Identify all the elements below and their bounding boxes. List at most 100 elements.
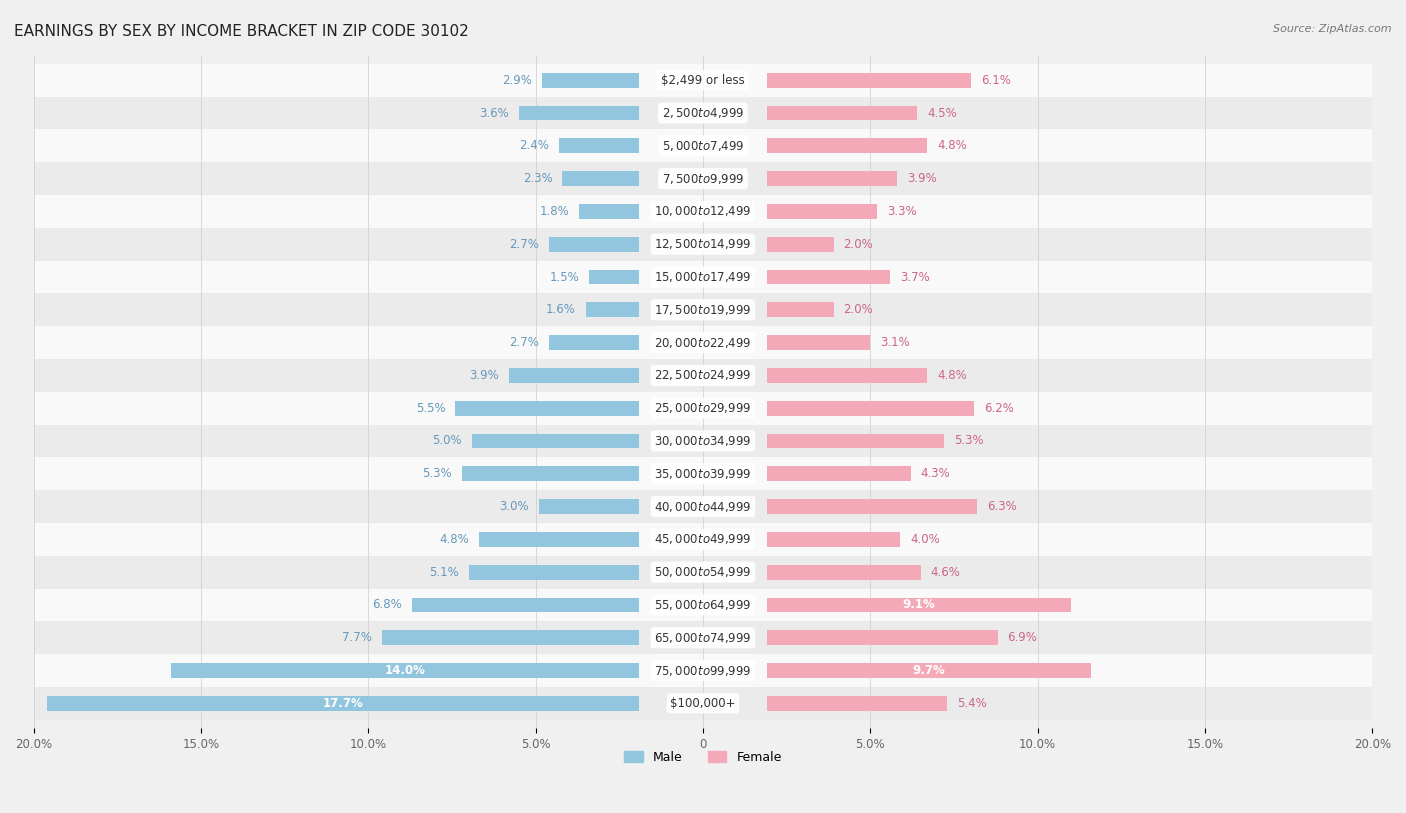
Text: 4.8%: 4.8% <box>439 533 468 546</box>
Bar <box>34 392 1372 424</box>
Text: $75,000 to $99,999: $75,000 to $99,999 <box>654 663 752 677</box>
Text: $20,000 to $22,499: $20,000 to $22,499 <box>654 336 752 350</box>
Bar <box>766 598 1071 612</box>
Bar <box>468 565 640 580</box>
Text: 3.7%: 3.7% <box>900 271 931 284</box>
Text: 6.8%: 6.8% <box>373 598 402 611</box>
Text: $5,000 to $7,499: $5,000 to $7,499 <box>662 139 744 153</box>
Text: $40,000 to $44,999: $40,000 to $44,999 <box>654 499 752 514</box>
Bar <box>766 172 897 186</box>
Text: 4.6%: 4.6% <box>931 566 960 579</box>
Bar <box>34 261 1372 293</box>
Bar <box>766 696 948 711</box>
Bar <box>519 106 640 120</box>
Text: $65,000 to $74,999: $65,000 to $74,999 <box>654 631 752 645</box>
Bar <box>34 621 1372 654</box>
Text: 6.2%: 6.2% <box>984 402 1014 415</box>
Text: 2.0%: 2.0% <box>844 303 873 316</box>
Text: $7,500 to $9,999: $7,500 to $9,999 <box>662 172 744 185</box>
Text: 1.5%: 1.5% <box>550 271 579 284</box>
Text: $100,000+: $100,000+ <box>671 697 735 710</box>
Bar <box>766 138 928 153</box>
Bar <box>34 490 1372 523</box>
Text: 5.1%: 5.1% <box>429 566 458 579</box>
Text: $15,000 to $17,499: $15,000 to $17,499 <box>654 270 752 284</box>
Text: $35,000 to $39,999: $35,000 to $39,999 <box>654 467 752 480</box>
Bar <box>766 204 877 219</box>
Text: 9.1%: 9.1% <box>903 598 935 611</box>
Bar <box>560 138 640 153</box>
Bar <box>170 663 640 678</box>
Text: 4.8%: 4.8% <box>938 369 967 382</box>
Bar <box>766 499 977 514</box>
Text: 2.0%: 2.0% <box>844 237 873 250</box>
Bar <box>509 368 640 383</box>
Bar <box>579 204 640 219</box>
Text: 6.9%: 6.9% <box>1008 631 1038 644</box>
Bar <box>548 237 640 251</box>
Legend: Male, Female: Male, Female <box>619 746 787 769</box>
Text: 5.3%: 5.3% <box>955 434 984 447</box>
Text: 14.0%: 14.0% <box>385 664 426 677</box>
Text: 3.0%: 3.0% <box>499 500 529 513</box>
Bar <box>34 326 1372 359</box>
Bar <box>766 270 890 285</box>
Text: $45,000 to $49,999: $45,000 to $49,999 <box>654 533 752 546</box>
Bar <box>589 270 640 285</box>
Bar <box>766 565 921 580</box>
Text: 1.6%: 1.6% <box>546 303 576 316</box>
Bar <box>34 64 1372 97</box>
Bar <box>46 696 640 711</box>
Text: 7.7%: 7.7% <box>342 631 371 644</box>
Bar <box>543 73 640 88</box>
Bar <box>412 598 640 612</box>
Text: 2.7%: 2.7% <box>509 237 538 250</box>
Text: 2.4%: 2.4% <box>519 139 548 152</box>
Text: 5.0%: 5.0% <box>433 434 463 447</box>
Text: 2.7%: 2.7% <box>509 336 538 349</box>
Text: 4.8%: 4.8% <box>938 139 967 152</box>
Bar <box>463 467 640 481</box>
Bar <box>548 335 640 350</box>
Bar <box>766 368 928 383</box>
Text: 4.0%: 4.0% <box>911 533 941 546</box>
Text: $2,500 to $4,999: $2,500 to $4,999 <box>662 106 744 120</box>
Bar <box>766 335 870 350</box>
Bar <box>34 97 1372 129</box>
Bar <box>34 424 1372 458</box>
Bar <box>766 106 917 120</box>
Bar <box>766 433 943 448</box>
Bar <box>766 73 970 88</box>
Text: $22,500 to $24,999: $22,500 to $24,999 <box>654 368 752 382</box>
Text: 1.8%: 1.8% <box>540 205 569 218</box>
Text: $17,500 to $19,999: $17,500 to $19,999 <box>654 302 752 317</box>
Text: 6.3%: 6.3% <box>987 500 1018 513</box>
Text: 9.7%: 9.7% <box>912 664 945 677</box>
Text: 5.5%: 5.5% <box>416 402 446 415</box>
Text: $50,000 to $54,999: $50,000 to $54,999 <box>654 565 752 579</box>
Text: 5.4%: 5.4% <box>957 697 987 710</box>
Bar <box>586 302 640 317</box>
Text: $25,000 to $29,999: $25,000 to $29,999 <box>654 401 752 415</box>
Bar <box>34 195 1372 228</box>
Bar <box>766 630 997 645</box>
Text: 5.3%: 5.3% <box>422 467 451 480</box>
Text: EARNINGS BY SEX BY INCOME BRACKET IN ZIP CODE 30102: EARNINGS BY SEX BY INCOME BRACKET IN ZIP… <box>14 24 468 39</box>
Text: 3.6%: 3.6% <box>479 107 509 120</box>
Text: 3.1%: 3.1% <box>880 336 910 349</box>
Text: 3.9%: 3.9% <box>470 369 499 382</box>
Bar <box>34 293 1372 326</box>
Text: 6.1%: 6.1% <box>981 74 1011 87</box>
Bar <box>456 401 640 415</box>
Bar <box>766 663 1091 678</box>
Bar <box>34 163 1372 195</box>
Text: Source: ZipAtlas.com: Source: ZipAtlas.com <box>1274 24 1392 34</box>
Bar <box>766 532 900 546</box>
Bar <box>34 458 1372 490</box>
Bar <box>34 687 1372 720</box>
Bar <box>538 499 640 514</box>
Text: 2.9%: 2.9% <box>502 74 533 87</box>
Bar <box>766 302 834 317</box>
Bar <box>34 228 1372 261</box>
Bar <box>766 467 911 481</box>
